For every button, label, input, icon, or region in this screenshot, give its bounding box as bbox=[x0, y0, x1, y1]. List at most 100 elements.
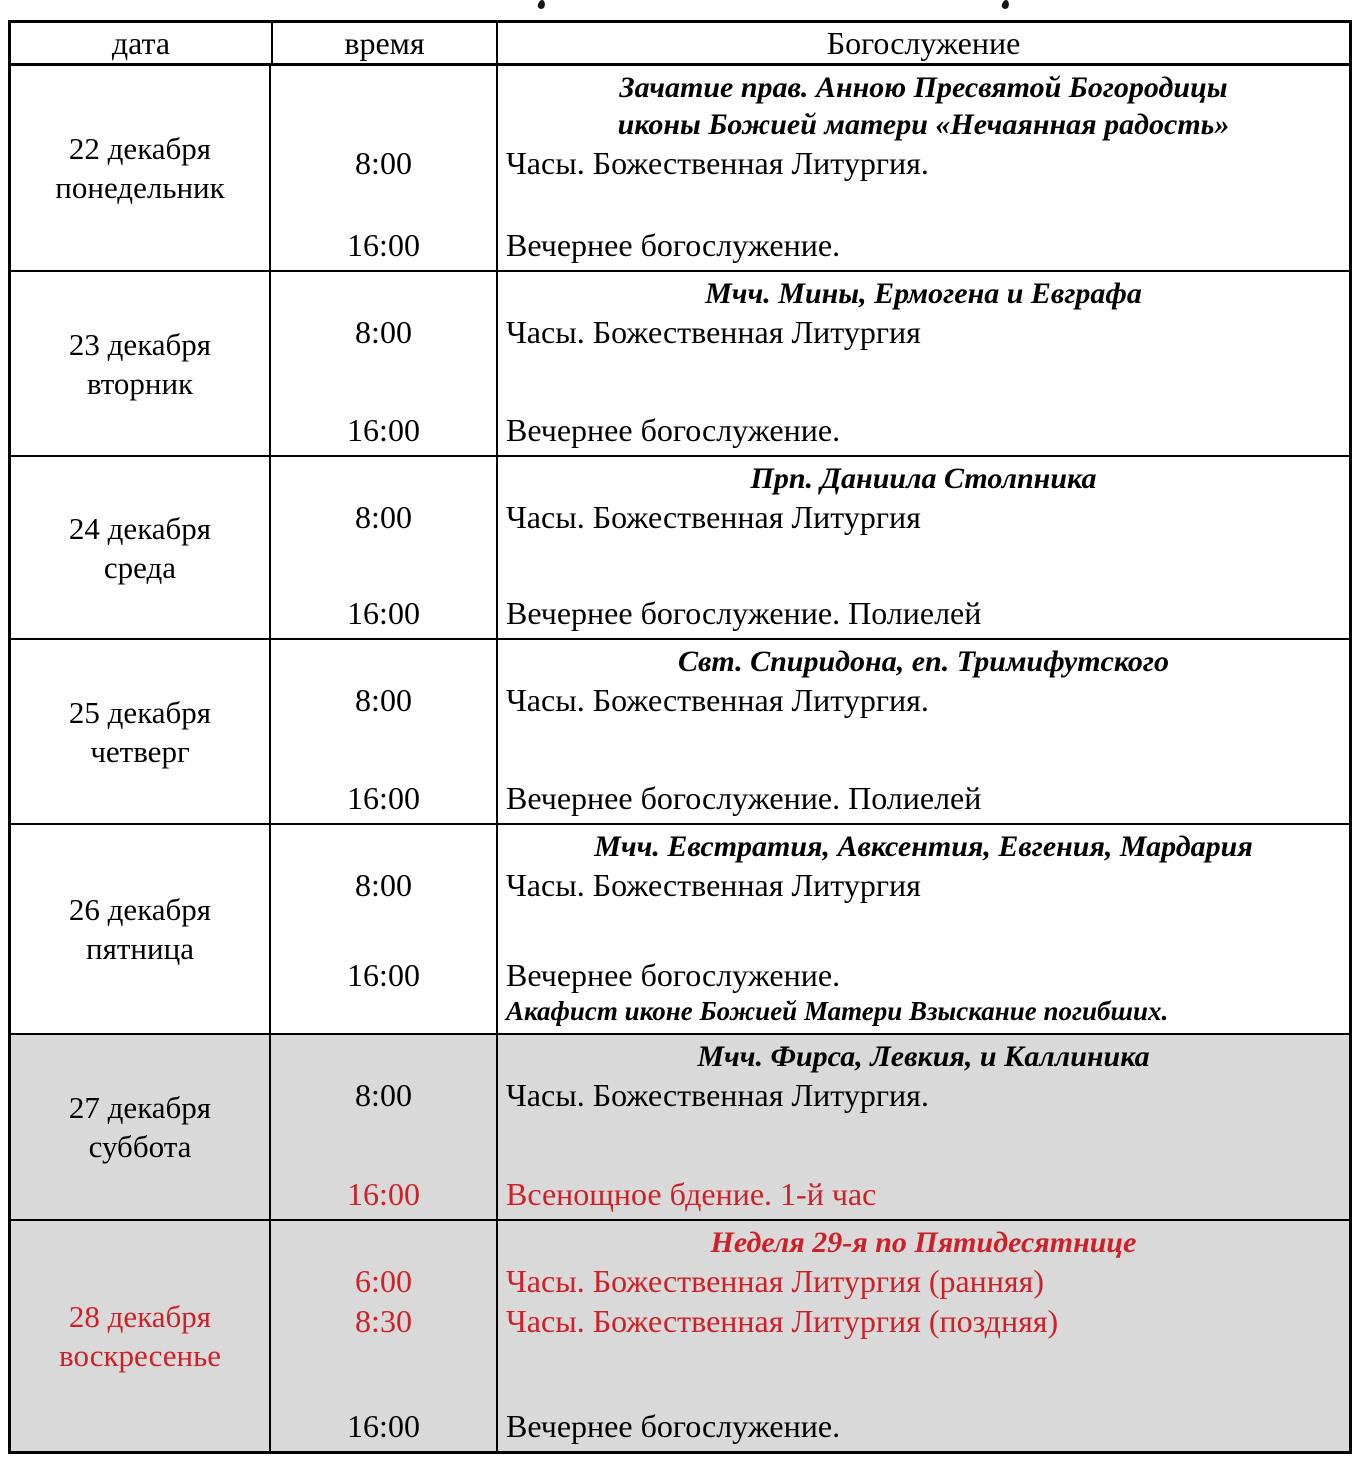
feast-title: Неделя 29-я по Пятидесятнице bbox=[710, 1226, 1137, 1259]
table-row: 23 декабря вторник Мчч. Мины, Ермогена и… bbox=[11, 270, 1349, 455]
service-text: Вечернее богослужение. bbox=[506, 957, 841, 993]
date: 27 декабря bbox=[68, 1090, 212, 1125]
services-cell: Прп. Даниила Столпника 8:00 Часы. Божест… bbox=[271, 457, 1349, 638]
service-line: 16:00 Вечернее богослужение. bbox=[271, 955, 1349, 995]
date-cell: 24 декабря среда bbox=[11, 457, 271, 638]
service-text: Часы. Божественная Литургия. bbox=[506, 1077, 929, 1113]
service-text: Вечернее богослужение. Полиелей bbox=[506, 780, 982, 816]
weekday: суббота bbox=[88, 1129, 192, 1164]
service-time: 8:30 bbox=[355, 1303, 412, 1339]
service-time: 16:00 bbox=[347, 957, 420, 993]
service-time: 16:00 bbox=[347, 780, 420, 816]
service-line: 16:00 Вечернее богослужение. bbox=[271, 225, 1349, 265]
date-cell: 26 декабря пятница bbox=[11, 825, 271, 1033]
service-text: Часы. Божественная Литургия bbox=[506, 314, 921, 350]
services-cell: Зачатие прав. Анною Пресвятой Богородицы… bbox=[271, 66, 1349, 270]
service-time: 16:00 bbox=[347, 595, 420, 631]
service-text: Часы. Божественная Литургия. bbox=[506, 682, 929, 718]
header-service: Богослужение bbox=[496, 23, 1349, 63]
table-header-row: дата время Богослужение bbox=[11, 23, 1349, 66]
service-line: 16:00 Вечернее богослужение. bbox=[271, 410, 1349, 450]
clipped-title-fragment bbox=[537, 0, 546, 10]
date: 22 декабря bbox=[68, 131, 212, 166]
services-cell: Неделя 29-я по Пятидесятнице 6:00 Часы. … bbox=[271, 1221, 1349, 1451]
service-time: 16:00 bbox=[347, 1176, 420, 1212]
service-text: Часы. Божественная Литургия. bbox=[506, 145, 929, 181]
weekday: понедельник bbox=[55, 170, 225, 205]
feast-title: Мчч. Мины, Ермогена и Евграфа bbox=[705, 277, 1142, 310]
feast-title: иконы Божией матери «Нечаянная радость» bbox=[617, 108, 1230, 141]
spacer bbox=[271, 183, 1349, 225]
service-time: 8:00 bbox=[355, 499, 412, 535]
spacer bbox=[271, 905, 1349, 955]
service-line: 8:00 Часы. Божественная Литургия. bbox=[271, 143, 1349, 183]
service-time: 8:00 bbox=[355, 867, 412, 903]
spacer bbox=[271, 1341, 1349, 1406]
service-time: 16:00 bbox=[347, 1408, 420, 1444]
service-line: 8:00 Часы. Божественная Литургия bbox=[271, 865, 1349, 905]
feast-title: Прп. Даниила Столпника bbox=[750, 462, 1097, 495]
date-cell: 23 декабря вторник bbox=[11, 272, 271, 455]
table-row: 27 декабря суббота Мчч. Фирса, Левкия, и… bbox=[11, 1033, 1349, 1219]
spacer bbox=[271, 1115, 1349, 1174]
table-row: 24 декабря среда Прп. Даниила Столпника … bbox=[11, 455, 1349, 638]
service-line: 8:00 Часы. Божественная Литургия. bbox=[271, 680, 1349, 720]
service-time: 16:00 bbox=[347, 412, 420, 448]
service-time: 6:00 bbox=[355, 1263, 412, 1299]
service-time: 16:00 bbox=[347, 227, 420, 263]
spacer bbox=[271, 720, 1349, 778]
date: 24 декабря bbox=[68, 510, 212, 546]
clipped-title-strip bbox=[0, 0, 1366, 12]
table-row: 22 декабря понедельник Зачатие прав. Анн… bbox=[11, 66, 1349, 270]
service-time: 8:00 bbox=[355, 682, 412, 718]
table-row: 25 декабря четверг Свт. Спиридона, еп. Т… bbox=[11, 638, 1349, 823]
service-text: Вечернее богослужение. bbox=[506, 412, 841, 448]
service-line: 16:00 Всенощное бдение. 1-й час bbox=[271, 1174, 1349, 1214]
header-date: дата bbox=[111, 24, 171, 61]
service-text: Вечернее богослужение. bbox=[506, 227, 841, 263]
date: 28 декабря bbox=[68, 1299, 212, 1334]
services-cell: Мчч. Мины, Ермогена и Евграфа 8:00 Часы.… bbox=[271, 272, 1349, 455]
table-row: 28 декабря воскресенье Неделя 29-я по Пя… bbox=[11, 1219, 1349, 1451]
service-time: 8:00 bbox=[355, 145, 412, 181]
service-line: 6:00 Часы. Божественная Литургия (ранняя… bbox=[271, 1261, 1349, 1301]
feast-title: Зачатие прав. Анною Пресвятой Богородицы bbox=[619, 71, 1228, 104]
date-cell: 27 декабря суббота bbox=[11, 1035, 271, 1219]
feast-title: Мчч. Евстратия, Авксентия, Евгения, Мард… bbox=[594, 830, 1253, 863]
weekday: среда bbox=[103, 549, 177, 585]
service-time: 8:00 bbox=[355, 1077, 412, 1113]
service-text: Часы. Божественная Литургия bbox=[506, 867, 921, 903]
date-cell: 28 декабря воскресенье bbox=[11, 1221, 271, 1451]
date: 25 декабря bbox=[68, 694, 212, 730]
spacer bbox=[271, 537, 1349, 593]
service-line: 8:00 Часы. Божественная Литургия bbox=[271, 312, 1349, 352]
service-line: 16:00 Вечернее богослужение. bbox=[271, 1406, 1349, 1446]
service-line: 8:30 Часы. Божественная Литургия (поздня… bbox=[271, 1301, 1349, 1341]
table-row: 26 декабря пятница Мчч. Евстратия, Авксе… bbox=[11, 823, 1349, 1033]
service-line: 16:00 Вечернее богослужение. Полиелей bbox=[271, 778, 1349, 818]
service-text: Часы. Божественная Литургия (поздняя) bbox=[506, 1303, 1059, 1339]
services-cell: Мчч. Евстратия, Авксентия, Евгения, Мард… bbox=[271, 825, 1349, 1033]
service-text: Вечернее богослужение. bbox=[506, 1408, 841, 1444]
header-time: время bbox=[271, 23, 496, 63]
spacer bbox=[271, 352, 1349, 410]
feast-title: Свт. Спиридона, еп. Тримифутского bbox=[677, 645, 1169, 678]
service-line: 8:00 Часы. Божественная Литургия bbox=[271, 497, 1349, 537]
services-cell: Мчч. Фирса, Левкия, и Каллиника 8:00 Час… bbox=[271, 1035, 1349, 1219]
services-cell: Свт. Спиридона, еп. Тримифутского 8:00 Ч… bbox=[271, 640, 1349, 823]
schedule-table: дата время Богослужение 22 декабря понед… bbox=[8, 20, 1352, 1454]
service-text: Вечернее богослужение. Полиелей bbox=[506, 595, 982, 631]
date-cell: 25 декабря четверг bbox=[11, 640, 271, 823]
akathist-note: Акафист иконе Божией Матери Взыскание по… bbox=[506, 996, 1169, 1026]
clipped-title-fragment bbox=[1001, 0, 1010, 10]
date: 26 декабря bbox=[68, 892, 212, 927]
service-text: Часы. Божественная Литургия (ранняя) bbox=[506, 1263, 1045, 1299]
weekday: четверг bbox=[90, 733, 190, 769]
service-line: 8:00 Часы. Божественная Литургия. bbox=[271, 1075, 1349, 1115]
weekday: вторник bbox=[86, 365, 194, 401]
service-time: 8:00 bbox=[355, 314, 412, 350]
feast-title: Мчч. Фирса, Левкия, и Каллиника bbox=[697, 1040, 1150, 1073]
date: 23 декабря bbox=[68, 326, 212, 362]
date-cell: 22 декабря понедельник bbox=[11, 66, 271, 270]
weekday: пятница bbox=[86, 931, 194, 966]
